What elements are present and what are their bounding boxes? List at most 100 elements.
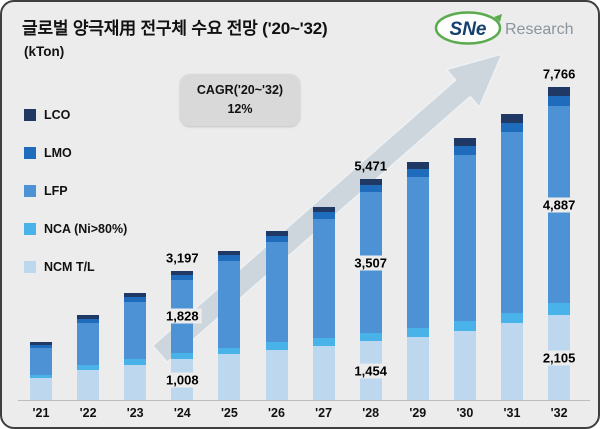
bar-segment-nca-ni-80-32 bbox=[548, 303, 571, 316]
total-label-28: 5,471 bbox=[354, 158, 387, 174]
legend-swatch-nca-ni-80 bbox=[24, 223, 36, 235]
bar-segment-lco-27 bbox=[312, 206, 335, 213]
logo-suffix-text: Research bbox=[505, 21, 573, 38]
x-axis-label-25: '25 bbox=[220, 406, 238, 420]
bar-segment-nca-ni-80-21 bbox=[30, 374, 52, 378]
logo-brand-text: SNe bbox=[450, 19, 487, 40]
bar-segment-lfp-29 bbox=[406, 176, 429, 329]
x-axis-line bbox=[18, 400, 590, 401]
legend-swatch-lco bbox=[24, 109, 36, 121]
segment-label-lfp-32: 4,887 bbox=[539, 197, 579, 213]
bar-segment-lco-24 bbox=[171, 271, 194, 275]
bar-segment-lmo-26 bbox=[265, 235, 288, 242]
segment-label-ncm-t-l-32: 2,105 bbox=[539, 350, 579, 366]
bar-segment-ncm-t-l-26 bbox=[265, 349, 288, 400]
legend-swatch-ncm-t-l bbox=[24, 261, 36, 273]
bar-segment-lmo-21 bbox=[30, 344, 52, 349]
bar-segment-nca-ni-80-26 bbox=[265, 342, 288, 350]
x-axis-label-28: '28 bbox=[362, 406, 380, 420]
bar-segment-nca-ni-80-25 bbox=[218, 347, 241, 355]
logo-ellipse bbox=[434, 11, 502, 45]
chart-legend: LCO LMO LFP NCA (Ni>80%) NCM T/L bbox=[24, 108, 127, 274]
bar-segment-lfp-26 bbox=[265, 242, 288, 343]
cagr-label: CAGR('20~'32) bbox=[196, 82, 284, 97]
segment-label-lfp-24: 1,828 bbox=[163, 308, 202, 324]
legend-label-lmo: LMO bbox=[44, 146, 72, 160]
legend-swatch-lfp bbox=[24, 185, 36, 197]
legend-item-ncm-t-l: NCM T/L bbox=[24, 260, 127, 274]
bar-segment-lmo-28 bbox=[359, 185, 382, 192]
bar-segment-lfp-25 bbox=[218, 260, 241, 348]
chart-title: 글로벌 양극재用 전구체 수요 전망 ('20~'32) bbox=[22, 19, 328, 38]
bar-segment-lfp-30 bbox=[453, 154, 476, 321]
x-axis-label-23: '23 bbox=[126, 406, 144, 420]
bar-segment-lco-25 bbox=[218, 250, 241, 256]
segment-label-ncm-t-l-28: 1,454 bbox=[351, 363, 390, 379]
bar-segment-lmo-27 bbox=[312, 212, 335, 220]
bar-segment-nca-ni-80-29 bbox=[406, 328, 429, 338]
bar-segment-nca-ni-80-30 bbox=[453, 320, 476, 331]
legend-label-ncm-t-l: NCM T/L bbox=[44, 260, 95, 274]
bar-segment-lmo-22 bbox=[77, 318, 100, 323]
x-axis-label-26: '26 bbox=[268, 406, 285, 420]
legend-item-lco: LCO bbox=[24, 108, 127, 122]
bar-segment-lmo-30 bbox=[453, 146, 476, 155]
bar-segment-nca-ni-80-23 bbox=[124, 359, 147, 365]
bar-segment-lco-21 bbox=[30, 341, 52, 345]
cagr-value: 12% bbox=[227, 102, 253, 116]
bar-segment-ncm-t-l-31 bbox=[501, 323, 523, 400]
bar-segment-lfp-23 bbox=[124, 301, 147, 360]
bar-segment-ncm-t-l-30 bbox=[453, 330, 476, 400]
bar-segment-lfp-31 bbox=[501, 131, 523, 313]
x-axis-label-29: '29 bbox=[409, 406, 427, 420]
bar-segment-nca-ni-80-28 bbox=[359, 333, 382, 342]
bar-segment-lmo-25 bbox=[218, 255, 241, 261]
legend-label-nca-ni-80: NCA (Ni>80%) bbox=[44, 222, 128, 236]
x-axis-label-31: '31 bbox=[503, 406, 521, 420]
bar-segment-ncm-t-l-22 bbox=[77, 369, 100, 400]
bar-segment-nca-ni-80-22 bbox=[77, 365, 100, 370]
x-axis-label-30: '30 bbox=[456, 406, 474, 420]
bar-segment-nca-ni-80-24 bbox=[171, 353, 194, 360]
bar-segment-lco-32 bbox=[548, 87, 571, 97]
bar-segment-nca-ni-80-27 bbox=[312, 337, 335, 346]
legend-swatch-lmo bbox=[24, 147, 36, 159]
segment-label-ncm-t-l-24: 1,008 bbox=[163, 372, 202, 388]
legend-item-lmo: LMO bbox=[24, 146, 127, 160]
x-axis-label-24: '24 bbox=[173, 406, 191, 420]
legend-item-nca-ni-80: NCA (Ni>80%) bbox=[24, 222, 127, 236]
x-axis-label-27: '27 bbox=[315, 406, 333, 420]
bar-segment-lco-26 bbox=[265, 230, 288, 236]
logo-swoosh bbox=[494, 14, 502, 22]
bar-segment-lco-22 bbox=[77, 315, 100, 319]
bar-segment-lfp-22 bbox=[77, 323, 100, 366]
bar-segment-lmo-24 bbox=[171, 274, 194, 280]
bar-segment-lco-30 bbox=[453, 138, 476, 147]
bar-segment-ncm-t-l-23 bbox=[124, 364, 147, 400]
bar-segment-lmo-31 bbox=[501, 122, 523, 132]
bar-segment-ncm-t-l-27 bbox=[312, 345, 335, 400]
bar-segment-lmo-29 bbox=[406, 169, 429, 177]
bar-segment-ncm-t-l-21 bbox=[30, 377, 52, 400]
legend-label-lfp: LFP bbox=[44, 184, 68, 198]
bar-segment-ncm-t-l-25 bbox=[218, 354, 241, 400]
bar-segment-ncm-t-l-29 bbox=[406, 337, 429, 400]
cagr-callout: CAGR('20~'32) 12% bbox=[180, 74, 300, 126]
bar-segment-lmo-23 bbox=[124, 296, 147, 302]
legend-label-lco: LCO bbox=[44, 108, 71, 122]
bar-segment-lco-29 bbox=[406, 162, 429, 170]
bar-segment-nca-ni-80-31 bbox=[501, 312, 523, 324]
segment-label-lfp-28: 3,507 bbox=[351, 255, 390, 271]
brand-logo: SNe Research bbox=[434, 10, 586, 51]
x-axis-label-22: '22 bbox=[79, 406, 97, 420]
total-label-32: 7,766 bbox=[542, 66, 576, 82]
bar-segment-lco-23 bbox=[124, 293, 147, 297]
bar-segment-lco-28 bbox=[359, 179, 382, 186]
brand-logo-svg: SNe Research bbox=[434, 11, 573, 45]
bar-segment-lmo-32 bbox=[548, 96, 571, 107]
bar-segment-lfp-21 bbox=[30, 348, 52, 375]
bar-segment-lfp-27 bbox=[312, 219, 335, 338]
bar-segment-lco-31 bbox=[501, 113, 523, 123]
legend-item-lfp: LFP bbox=[24, 184, 127, 198]
